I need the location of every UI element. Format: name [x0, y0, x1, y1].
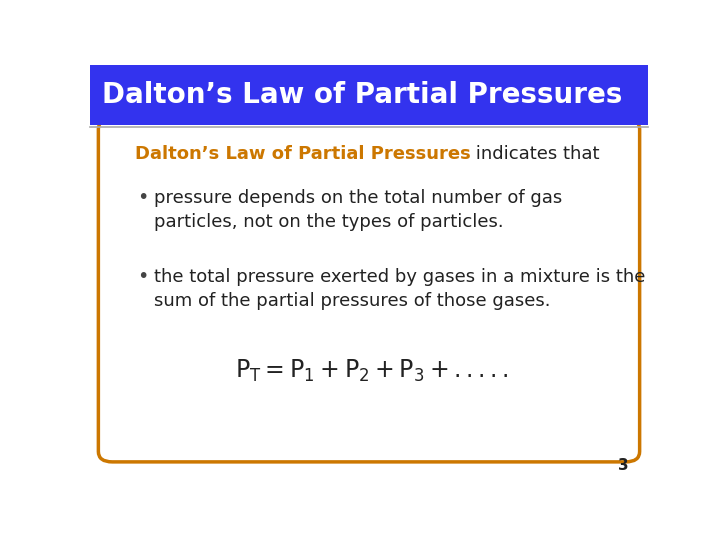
Text: •: • [138, 188, 149, 207]
Text: •: • [138, 267, 149, 286]
Text: sum of the partial pressures of those gases.: sum of the partial pressures of those ga… [154, 292, 551, 310]
FancyBboxPatch shape [99, 119, 639, 462]
Text: Dalton’s Law of Partial Pressures: Dalton’s Law of Partial Pressures [135, 145, 470, 163]
Text: indicates that: indicates that [470, 145, 600, 163]
Text: the total pressure exerted by gases in a mixture is the: the total pressure exerted by gases in a… [154, 268, 646, 286]
Text: $\mathregular{P_T = P_1 + P_2 + P_3 +.....}$: $\mathregular{P_T = P_1 + P_2 + P_3 +...… [235, 357, 509, 383]
Text: particles, not on the types of particles.: particles, not on the types of particles… [154, 213, 504, 231]
Text: Dalton’s Law of Partial Pressures: Dalton’s Law of Partial Pressures [102, 81, 623, 109]
Text: pressure depends on the total number of gas: pressure depends on the total number of … [154, 189, 562, 207]
FancyBboxPatch shape [90, 65, 648, 125]
Text: 3: 3 [618, 458, 629, 473]
